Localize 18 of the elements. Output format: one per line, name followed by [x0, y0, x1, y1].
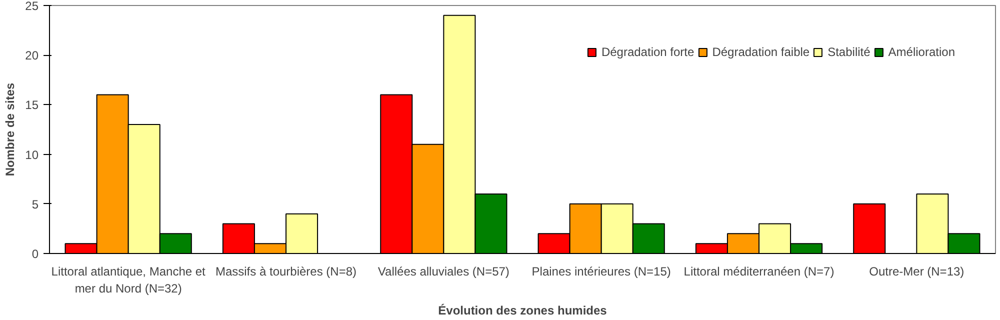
- x-tick-label: Vallées alluviales (N=57): [378, 264, 510, 278]
- legend-label: Dégradation forte: [601, 45, 694, 59]
- x-tick-label: Massifs à tourbières (N=8): [215, 264, 357, 278]
- y-tick-label: 15: [25, 98, 39, 112]
- x-tick-label: Littoral méditerranéen (N=7): [684, 264, 834, 278]
- y-tick-label: 0: [32, 247, 39, 261]
- x-tick-label: Littoral atlantique, Manche et mer du Nord (N=32): [51, 264, 206, 296]
- legend-label: Dégradation faible: [712, 45, 810, 59]
- legend-label: Stabilité: [828, 45, 870, 59]
- y-axis-title: Nombre de sites: [3, 82, 18, 176]
- y-tick-label: 20: [25, 48, 39, 63]
- legend-label: Amélioration: [888, 45, 955, 59]
- x-axis-title: Évolution des zones humides: [438, 303, 608, 318]
- y-tick-label: 5: [32, 197, 39, 212]
- y-tick-label: 25: [25, 0, 39, 13]
- x-tick-label: Outre-Mer (N=13): [869, 264, 964, 278]
- x-tick-label: Plaines intérieures (N=15): [532, 264, 671, 278]
- y-tick-label: 10: [25, 148, 39, 162]
